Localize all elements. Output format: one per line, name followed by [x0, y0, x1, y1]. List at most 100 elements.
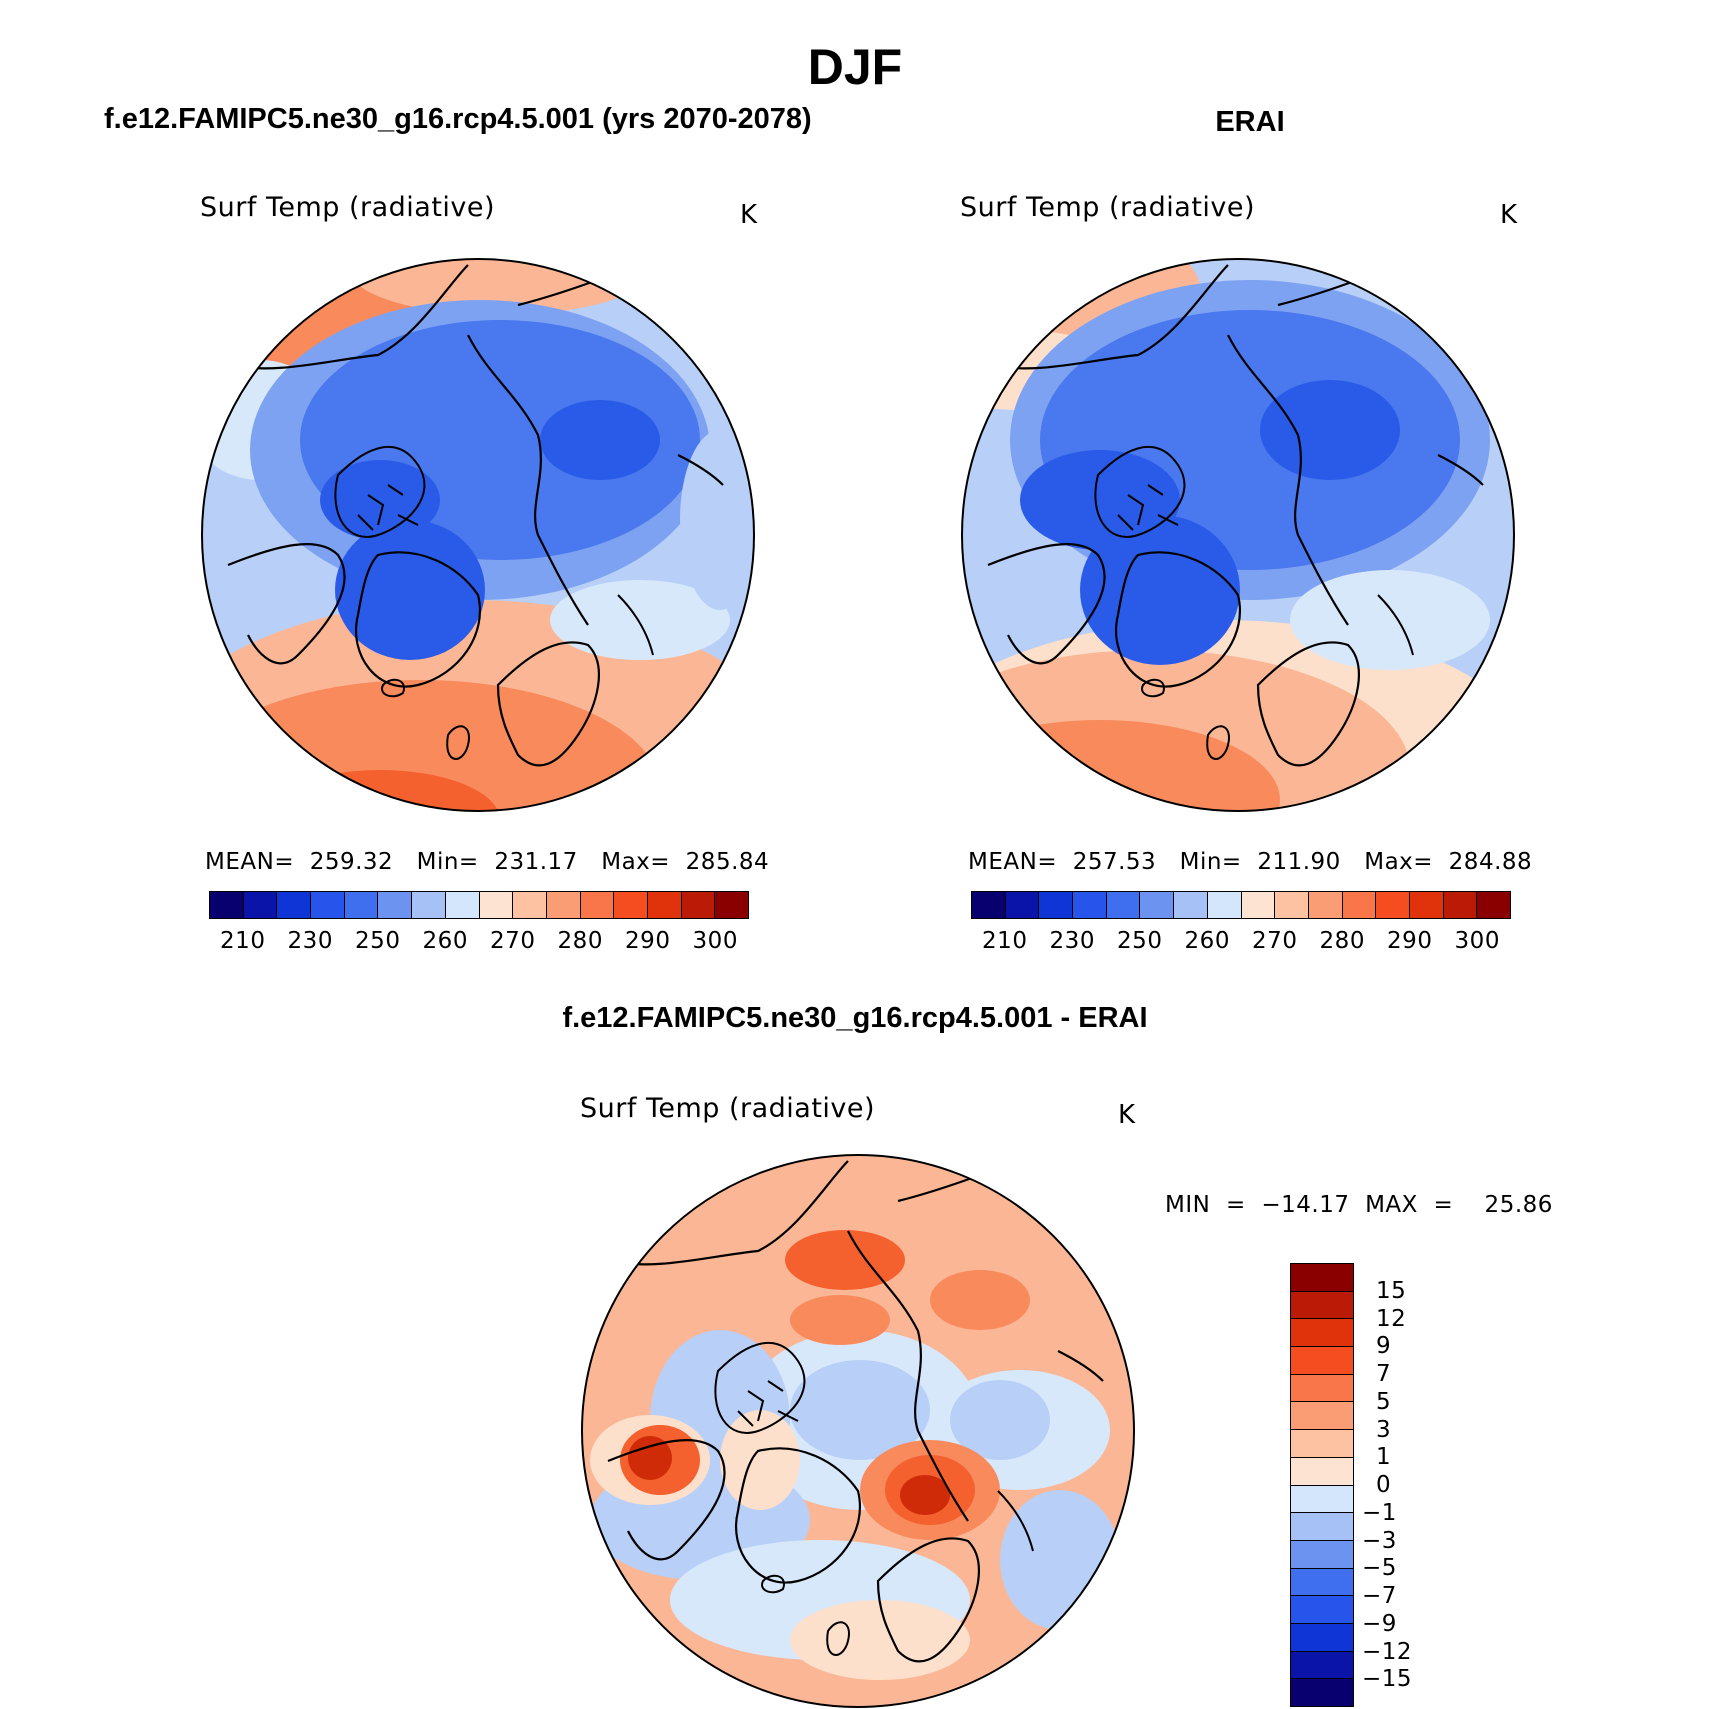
- colorbar-tick-label: 230: [287, 928, 333, 954]
- colorbar-tick-label: −1: [1362, 1499, 1397, 1526]
- colorbar-tick-label: 280: [557, 928, 603, 954]
- obs-colorbar: [971, 891, 1511, 919]
- colorbar-swatch: [1291, 1679, 1353, 1706]
- colorbar-swatch: [647, 892, 682, 918]
- colorbar-swatch: [1275, 892, 1309, 918]
- obs-colorbar-ticks: 210 230 250 260 270 280 290 300: [0, 928, 1710, 958]
- colorbar-swatch: [277, 892, 312, 918]
- obs-map-border: [961, 258, 1515, 812]
- colorbar-swatch: [1409, 892, 1444, 918]
- colorbar-swatch: [445, 892, 480, 918]
- colorbar-tick-label: −3: [1362, 1527, 1397, 1554]
- colorbar-swatch: [1308, 892, 1343, 918]
- colorbar-tick-label: 12: [1376, 1305, 1407, 1332]
- colorbar-swatch: [412, 892, 446, 918]
- colorbar-swatch: [1291, 1374, 1353, 1403]
- diff-panel-title: f.e12.FAMIPC5.ne30_g16.rcp4.5.001 - ERAI: [562, 1002, 1148, 1034]
- colorbar-swatch: [210, 892, 244, 918]
- colorbar-tick-label: 3: [1376, 1416, 1392, 1443]
- colorbar-swatch: [1477, 892, 1510, 918]
- model-variable-label: Surf Temp (radiative): [200, 192, 496, 223]
- colorbar-swatch: [1207, 892, 1242, 918]
- colorbar-tick-label: 5: [1376, 1388, 1392, 1415]
- colorbar-swatch: [972, 892, 1006, 918]
- colorbar-tick-label: −7: [1362, 1583, 1397, 1609]
- diff-variable-label: Surf Temp (radiative): [580, 1093, 876, 1124]
- colorbar-tick-label: 250: [1117, 928, 1163, 954]
- colorbar-swatch: [1005, 892, 1040, 918]
- colorbar-swatch: [1443, 892, 1478, 918]
- diff-map-border: [581, 1154, 1135, 1708]
- colorbar-swatch: [1073, 892, 1107, 918]
- colorbar-swatch: [344, 892, 379, 918]
- diff-colorbar: [1290, 1263, 1354, 1707]
- model-colorbar-ticks: 210 230 250 260 270 280 290 300: [0, 928, 1710, 958]
- colorbar-swatch: [681, 892, 716, 918]
- colorbar-swatch: [1106, 892, 1141, 918]
- colorbar-swatch: [1291, 1291, 1353, 1320]
- colorbar-swatch: [1291, 1485, 1353, 1514]
- colorbar-tick-label: −5: [1362, 1555, 1397, 1582]
- model-colorbar: [209, 891, 749, 919]
- colorbar-swatch: [378, 892, 413, 918]
- colorbar-tick-label: 260: [1184, 928, 1230, 954]
- obs-variable-label: Surf Temp (radiative): [960, 192, 1256, 223]
- colorbar-tick-label: 210: [982, 928, 1028, 954]
- model-units-label: K: [740, 200, 758, 230]
- colorbar-tick-label: −15: [1362, 1666, 1413, 1693]
- colorbar-swatch: [715, 892, 748, 918]
- colorbar-tick-label: 0: [1376, 1472, 1392, 1498]
- colorbar-tick-label: −12: [1362, 1638, 1413, 1665]
- colorbar-swatch: [479, 892, 514, 918]
- model-panel-title: f.e12.FAMIPC5.ne30_g16.rcp4.5.001 (yrs 2…: [104, 103, 812, 135]
- colorbar-swatch: [1174, 892, 1208, 918]
- colorbar-swatch: [580, 892, 615, 918]
- colorbar-swatch: [1342, 892, 1377, 918]
- colorbar-tick-label: 15: [1376, 1277, 1407, 1304]
- colorbar-swatch: [513, 892, 547, 918]
- model-stats: MEAN= 259.32 Min= 231.17 Max= 285.84: [205, 849, 770, 875]
- colorbar-swatch: [1291, 1457, 1353, 1486]
- colorbar-tick-label: 9: [1376, 1333, 1392, 1360]
- obs-map: [962, 259, 1514, 811]
- colorbar-swatch: [1291, 1347, 1353, 1375]
- colorbar-swatch: [1291, 1596, 1353, 1624]
- obs-stats: MEAN= 257.53 Min= 211.90 Max= 284.88: [968, 849, 1533, 875]
- colorbar-swatch: [1291, 1402, 1353, 1431]
- diff-colorbar-ticks: 15 12 9 7 5 3 1 0 −1 −3 −5 −7 −9 −12 −15: [1362, 0, 1442, 1709]
- colorbar-tick-label: 260: [422, 928, 468, 954]
- colorbar-swatch: [1140, 892, 1175, 918]
- colorbar-swatch: [1039, 892, 1074, 918]
- colorbar-tick-label: 230: [1049, 928, 1095, 954]
- colorbar-tick-label: 300: [1454, 928, 1500, 954]
- diff-stats: MIN = −14.17 MAX = 25.86: [1165, 1192, 1553, 1218]
- colorbar-tick-label: 210: [220, 928, 266, 954]
- colorbar-swatch: [614, 892, 648, 918]
- colorbar-swatch: [243, 892, 278, 918]
- colorbar-swatch: [1291, 1651, 1353, 1680]
- colorbar-swatch: [1291, 1540, 1353, 1569]
- colorbar-swatch: [1291, 1513, 1353, 1541]
- colorbar-tick-label: 300: [692, 928, 738, 954]
- colorbar-tick-label: 7: [1376, 1361, 1392, 1387]
- colorbar-tick-label: −9: [1362, 1610, 1397, 1637]
- colorbar-tick-label: 250: [355, 928, 401, 954]
- model-map-border: [201, 258, 755, 812]
- colorbar-swatch: [1291, 1623, 1353, 1652]
- model-map: [202, 259, 754, 811]
- colorbar-tick-label: 270: [490, 928, 536, 954]
- obs-panel-title: ERAI: [1215, 106, 1285, 138]
- colorbar-swatch: [1376, 892, 1410, 918]
- colorbar-tick-label: 270: [1252, 928, 1298, 954]
- colorbar-tick-label: 1: [1376, 1444, 1392, 1471]
- colorbar-swatch: [1291, 1264, 1353, 1292]
- colorbar-swatch: [1291, 1319, 1353, 1348]
- colorbar-tick-label: 290: [625, 928, 671, 954]
- obs-units-label: K: [1500, 200, 1518, 230]
- page-title: DJF: [807, 39, 903, 95]
- colorbar-tick-label: 290: [1387, 928, 1433, 954]
- colorbar-swatch: [1291, 1568, 1353, 1597]
- colorbar-swatch: [1291, 1430, 1353, 1458]
- colorbar-swatch: [311, 892, 345, 918]
